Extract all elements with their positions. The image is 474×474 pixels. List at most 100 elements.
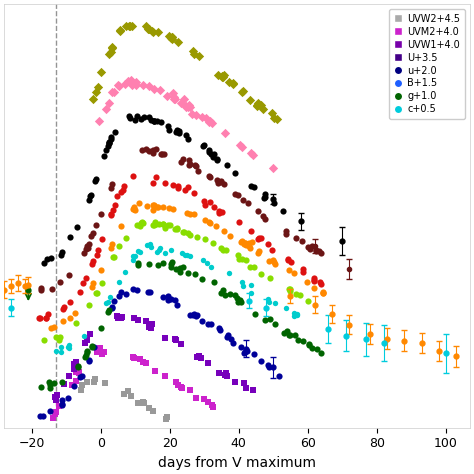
Point: [193, 233, 201, 240]
Point: [264, 296, 272, 303]
Point: [129, 285, 137, 292]
Point: [150, 202, 158, 210]
Point: [128, 22, 136, 29]
Point: [224, 373, 231, 380]
Point: [319, 290, 327, 297]
Point: [235, 191, 242, 199]
Point: [261, 194, 268, 201]
Point: [195, 352, 203, 359]
Point: [171, 93, 178, 101]
Point: [143, 23, 150, 30]
Point: [241, 239, 248, 247]
Point: [105, 306, 113, 314]
Point: [287, 287, 294, 294]
Point: [98, 235, 106, 242]
Point: [42, 314, 49, 321]
Point: [120, 182, 128, 190]
Point: [93, 348, 100, 356]
Point: [185, 101, 193, 109]
Point: [127, 76, 134, 83]
Point: [169, 181, 177, 189]
Point: [291, 309, 298, 317]
Point: [102, 146, 110, 154]
Point: [66, 298, 73, 305]
Point: [271, 258, 278, 266]
Point: [210, 279, 218, 286]
Point: [80, 249, 88, 257]
Point: [145, 288, 152, 295]
Point: [128, 392, 135, 400]
Point: [156, 86, 164, 94]
Point: [225, 79, 232, 86]
Point: [306, 340, 313, 348]
Point: [104, 309, 111, 316]
Point: [184, 103, 191, 110]
Point: [216, 210, 223, 217]
Point: [133, 221, 141, 228]
Point: [109, 240, 116, 248]
Point: [44, 310, 52, 318]
Point: [86, 331, 93, 338]
Point: [206, 118, 213, 125]
Point: [65, 344, 73, 352]
Point: [135, 247, 142, 255]
Point: [210, 403, 217, 411]
Point: [155, 220, 163, 228]
Point: [92, 289, 100, 297]
Point: [171, 225, 178, 233]
Point: [149, 28, 157, 36]
Point: [310, 285, 318, 292]
Point: [227, 232, 234, 239]
Point: [168, 258, 175, 266]
Point: [246, 96, 254, 103]
Point: [85, 197, 92, 204]
Point: [261, 215, 269, 222]
Point: [164, 413, 171, 421]
Point: [308, 243, 315, 250]
Point: [164, 221, 172, 229]
Point: [108, 133, 115, 141]
Point: [73, 223, 81, 231]
Point: [257, 357, 265, 365]
Point: [206, 118, 213, 125]
Point: [222, 246, 230, 253]
Point: [316, 278, 323, 285]
Point: [220, 227, 228, 235]
Point: [60, 381, 67, 388]
Point: [91, 375, 99, 383]
Point: [185, 156, 192, 164]
Point: [113, 192, 121, 200]
Point: [294, 336, 302, 344]
Point: [222, 369, 230, 377]
Point: [313, 346, 320, 353]
Point: [208, 321, 215, 328]
Point: [238, 88, 246, 96]
Point: [237, 296, 244, 304]
Point: [46, 384, 54, 392]
Point: [271, 260, 279, 268]
Point: [312, 246, 320, 254]
Point: [217, 178, 224, 185]
Point: [105, 50, 113, 57]
Point: [284, 256, 292, 264]
Point: [143, 242, 151, 249]
Point: [187, 160, 194, 167]
Point: [147, 243, 155, 251]
Point: [122, 234, 130, 241]
Point: [82, 352, 90, 359]
Point: [157, 150, 165, 157]
Point: [174, 38, 182, 46]
Point: [177, 100, 184, 107]
Point: [82, 246, 90, 253]
Point: [149, 206, 157, 214]
Point: [315, 247, 322, 255]
Point: [186, 103, 193, 110]
Point: [151, 218, 159, 225]
Point: [242, 241, 250, 249]
Point: [115, 278, 122, 286]
Point: [146, 260, 153, 267]
Point: [208, 401, 216, 409]
Point: [318, 280, 325, 287]
Point: [146, 404, 153, 411]
Point: [129, 354, 137, 361]
